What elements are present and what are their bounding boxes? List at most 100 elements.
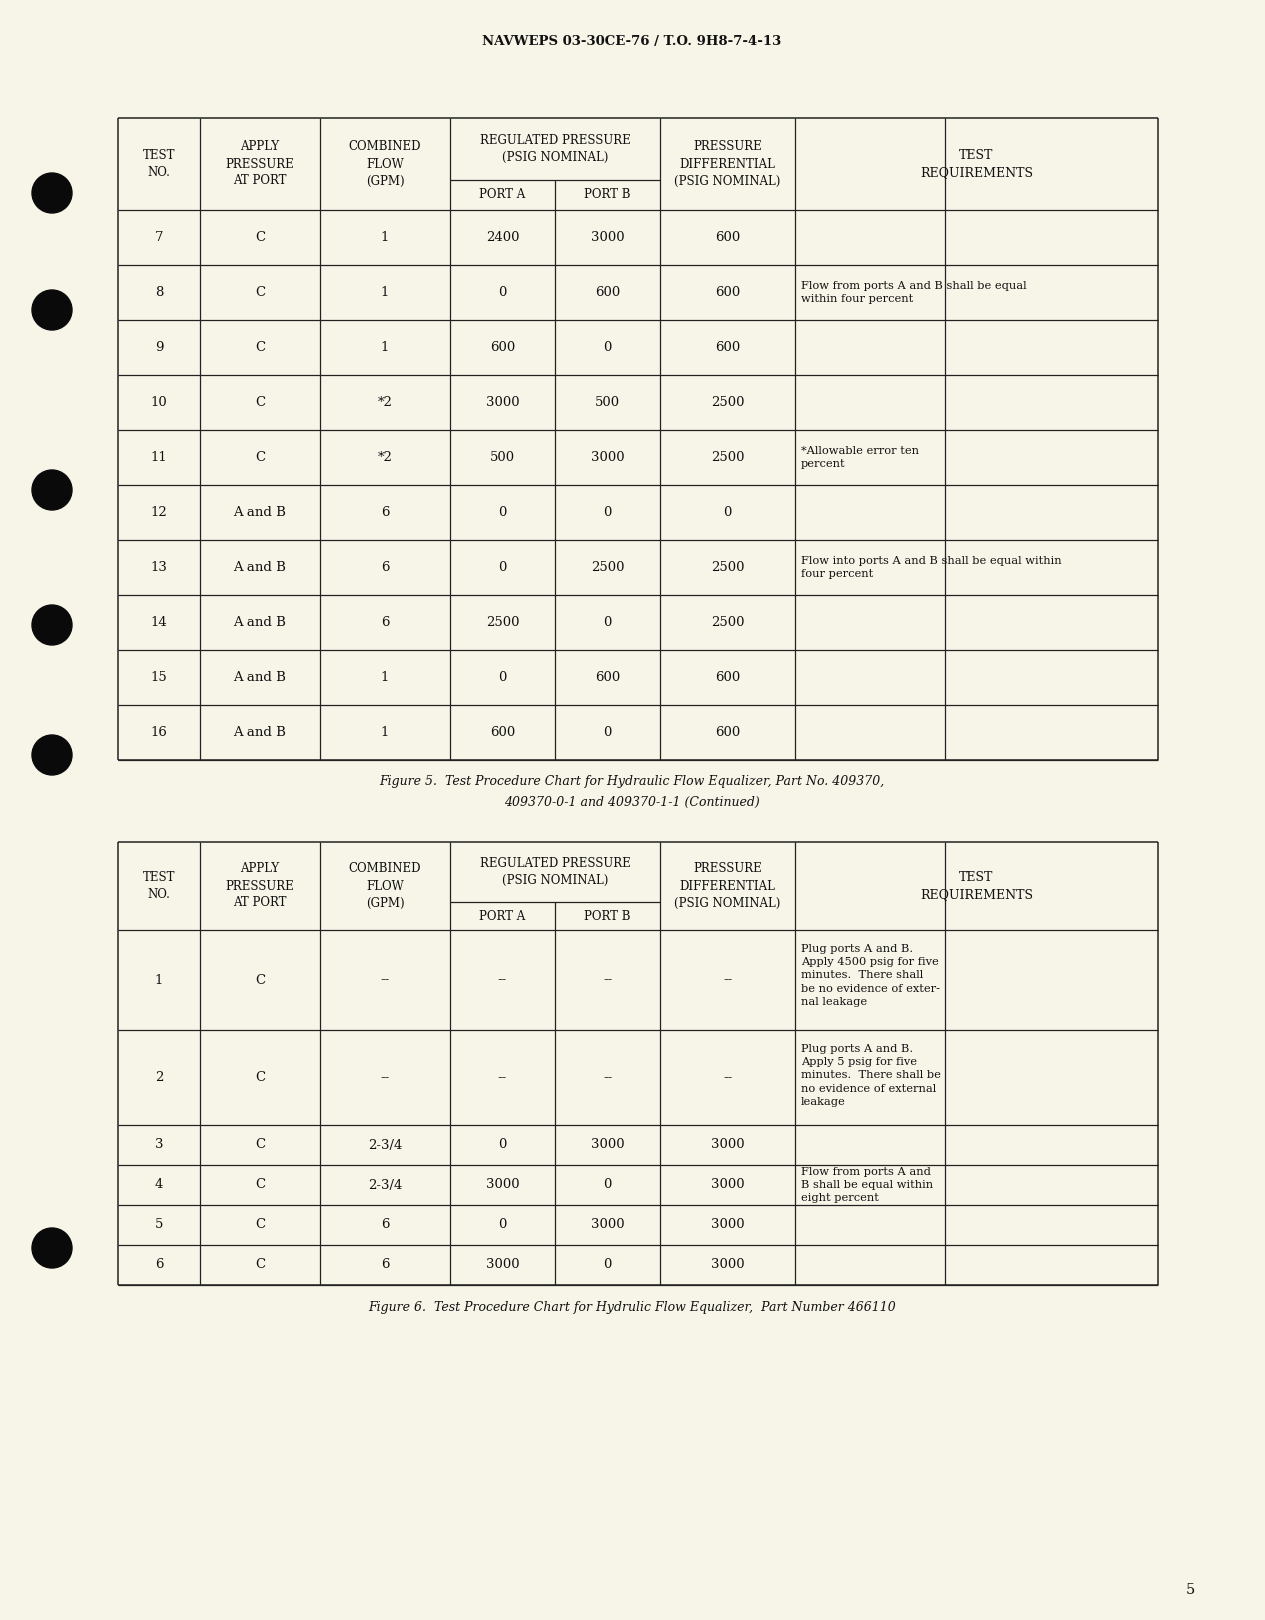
Text: 0: 0: [603, 616, 612, 629]
Text: Flow into ports A and B shall be equal within
four percent: Flow into ports A and B shall be equal w…: [801, 556, 1061, 578]
Text: C: C: [256, 1259, 266, 1272]
Text: NAVWEPS 03-30CE-76 / T.O. 9H8-7-4-13: NAVWEPS 03-30CE-76 / T.O. 9H8-7-4-13: [482, 36, 782, 49]
Text: 2500: 2500: [591, 561, 624, 573]
Text: A and B: A and B: [234, 616, 286, 629]
Text: A and B: A and B: [234, 505, 286, 518]
Text: --: --: [381, 974, 390, 987]
Text: 500: 500: [595, 395, 620, 408]
Text: 600: 600: [595, 287, 620, 300]
Text: Flow from ports A and
B shall be equal within
eight percent: Flow from ports A and B shall be equal w…: [801, 1166, 934, 1204]
Text: 13: 13: [151, 561, 167, 573]
Text: 600: 600: [490, 340, 515, 355]
Text: --: --: [498, 1071, 507, 1084]
Text: 14: 14: [151, 616, 167, 629]
Text: 1: 1: [381, 232, 390, 245]
Text: 3000: 3000: [711, 1178, 744, 1191]
Text: 2500: 2500: [711, 450, 744, 463]
Text: C: C: [256, 395, 266, 408]
Text: 6: 6: [381, 1259, 390, 1272]
Text: 3000: 3000: [486, 1259, 520, 1272]
Text: 3000: 3000: [591, 1139, 625, 1152]
Text: COMBINED
FLOW
(GPM): COMBINED FLOW (GPM): [349, 862, 421, 909]
Text: PORT A: PORT A: [479, 909, 526, 922]
Text: C: C: [256, 1218, 266, 1231]
Text: 0: 0: [603, 1259, 612, 1272]
Circle shape: [32, 290, 72, 330]
Text: C: C: [256, 232, 266, 245]
Text: 0: 0: [498, 561, 507, 573]
Text: 15: 15: [151, 671, 167, 684]
Text: 600: 600: [595, 671, 620, 684]
Text: 600: 600: [715, 340, 740, 355]
Text: Plug ports A and B.
Apply 4500 psig for five
minutes.  There shall
be no evidenc: Plug ports A and B. Apply 4500 psig for …: [801, 944, 940, 1006]
Text: 0: 0: [724, 505, 731, 518]
Text: 2500: 2500: [711, 395, 744, 408]
Text: 2: 2: [154, 1071, 163, 1084]
Text: REGULATED PRESSURE
(PSIG NOMINAL): REGULATED PRESSURE (PSIG NOMINAL): [479, 134, 630, 164]
Text: 11: 11: [151, 450, 167, 463]
Text: 600: 600: [715, 287, 740, 300]
Text: 0: 0: [603, 340, 612, 355]
Text: 3000: 3000: [486, 395, 520, 408]
Circle shape: [32, 1228, 72, 1268]
Text: 3000: 3000: [711, 1218, 744, 1231]
Text: 409370-0-1 and 409370-1-1 (Continued): 409370-0-1 and 409370-1-1 (Continued): [505, 795, 760, 808]
Text: --: --: [603, 1071, 612, 1084]
Text: 2500: 2500: [711, 616, 744, 629]
Text: 3000: 3000: [486, 1178, 520, 1191]
Text: A and B: A and B: [234, 561, 286, 573]
Text: TEST
REQUIREMENTS: TEST REQUIREMENTS: [920, 149, 1034, 178]
Text: 0: 0: [498, 1218, 507, 1231]
Text: 3000: 3000: [711, 1259, 744, 1272]
Circle shape: [32, 470, 72, 510]
Text: Flow from ports A and B shall be equal
within four percent: Flow from ports A and B shall be equal w…: [801, 280, 1027, 305]
Text: A and B: A and B: [234, 671, 286, 684]
Text: *2: *2: [377, 450, 392, 463]
Text: 2400: 2400: [486, 232, 519, 245]
Text: 16: 16: [151, 726, 167, 739]
Text: PORT B: PORT B: [584, 909, 631, 922]
Text: 2500: 2500: [711, 561, 744, 573]
Text: 7: 7: [154, 232, 163, 245]
Circle shape: [32, 604, 72, 645]
Text: 0: 0: [498, 1139, 507, 1152]
Circle shape: [32, 735, 72, 774]
Text: --: --: [498, 974, 507, 987]
Text: *Allowable error ten
percent: *Allowable error ten percent: [801, 446, 918, 470]
Text: 3000: 3000: [591, 232, 625, 245]
Text: C: C: [256, 450, 266, 463]
Text: Figure 6.  Test Procedure Chart for Hydrulic Flow Equalizer,  Part Number 466110: Figure 6. Test Procedure Chart for Hydru…: [368, 1301, 896, 1314]
Text: 500: 500: [490, 450, 515, 463]
Text: 2-3/4: 2-3/4: [368, 1178, 402, 1191]
Text: 0: 0: [498, 287, 507, 300]
Text: PRESSURE
DIFFERENTIAL
(PSIG NOMINAL): PRESSURE DIFFERENTIAL (PSIG NOMINAL): [674, 141, 781, 188]
Text: 3000: 3000: [711, 1139, 744, 1152]
Text: 600: 600: [715, 671, 740, 684]
Text: PRESSURE
DIFFERENTIAL
(PSIG NOMINAL): PRESSURE DIFFERENTIAL (PSIG NOMINAL): [674, 862, 781, 909]
Text: 10: 10: [151, 395, 167, 408]
Text: 12: 12: [151, 505, 167, 518]
Text: C: C: [256, 1071, 266, 1084]
Text: 6: 6: [381, 561, 390, 573]
Text: *2: *2: [377, 395, 392, 408]
Text: APPLY
PRESSURE
AT PORT: APPLY PRESSURE AT PORT: [225, 141, 295, 188]
Text: 1: 1: [381, 287, 390, 300]
Circle shape: [32, 173, 72, 212]
Text: 0: 0: [603, 505, 612, 518]
Text: TEST
NO.: TEST NO.: [143, 149, 176, 178]
Text: 2500: 2500: [486, 616, 519, 629]
Text: 600: 600: [490, 726, 515, 739]
Text: 3: 3: [154, 1139, 163, 1152]
Text: 9: 9: [154, 340, 163, 355]
Text: 5: 5: [154, 1218, 163, 1231]
Text: Plug ports A and B.
Apply 5 psig for five
minutes.  There shall be
no evidence o: Plug ports A and B. Apply 5 psig for fiv…: [801, 1043, 941, 1106]
Text: C: C: [256, 1178, 266, 1191]
Text: --: --: [722, 1071, 732, 1084]
Text: C: C: [256, 340, 266, 355]
Text: C: C: [256, 287, 266, 300]
Text: 2-3/4: 2-3/4: [368, 1139, 402, 1152]
Text: 6: 6: [381, 616, 390, 629]
Text: A and B: A and B: [234, 726, 286, 739]
Text: COMBINED
FLOW
(GPM): COMBINED FLOW (GPM): [349, 141, 421, 188]
Text: 600: 600: [715, 232, 740, 245]
